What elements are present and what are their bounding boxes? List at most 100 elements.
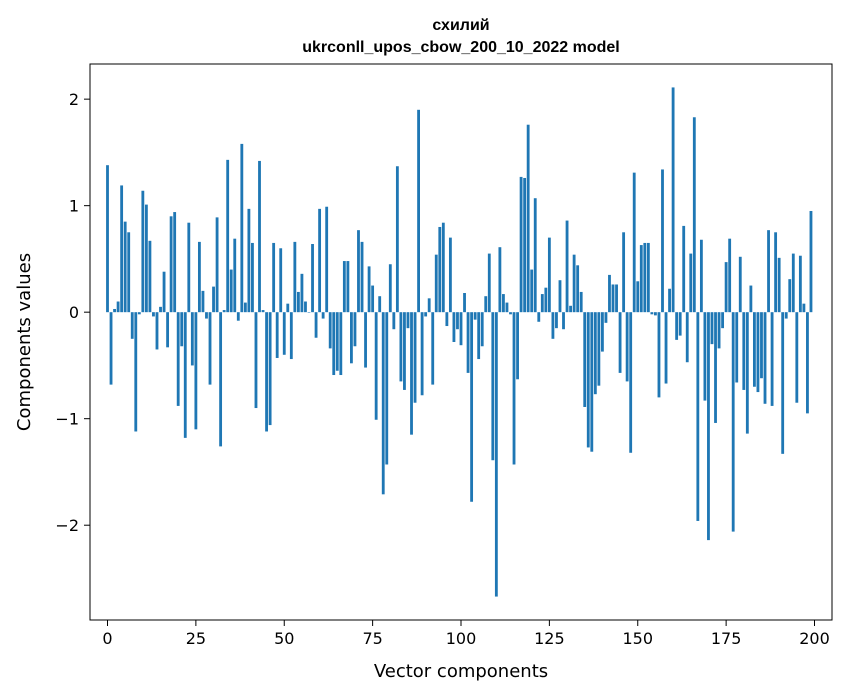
bar-166 bbox=[692, 117, 696, 313]
bar-54 bbox=[296, 291, 300, 313]
bar-78 bbox=[381, 312, 385, 495]
bar-25 bbox=[194, 312, 198, 430]
bar-39 bbox=[243, 302, 247, 313]
bar-70 bbox=[353, 312, 357, 347]
bar-33 bbox=[222, 310, 226, 313]
bar-97 bbox=[448, 237, 452, 313]
bar-141 bbox=[604, 312, 608, 323]
bar-155 bbox=[654, 312, 657, 316]
bar-19 bbox=[173, 212, 177, 313]
bar-143 bbox=[611, 284, 615, 313]
bar-62 bbox=[325, 206, 329, 313]
bar-142 bbox=[608, 274, 611, 313]
bar-191 bbox=[781, 312, 785, 454]
y-axis-label: Components values bbox=[14, 253, 35, 431]
bar-150 bbox=[636, 281, 640, 313]
bar-11 bbox=[144, 204, 148, 313]
bar-8 bbox=[134, 312, 138, 432]
bar-180 bbox=[742, 312, 746, 390]
bar-101 bbox=[463, 293, 466, 313]
bar-122 bbox=[537, 312, 541, 322]
bar-59 bbox=[314, 312, 318, 338]
bar-65 bbox=[335, 312, 339, 371]
bar-21 bbox=[180, 312, 184, 347]
bar-23 bbox=[187, 222, 191, 313]
bar-51 bbox=[286, 303, 290, 313]
y-tick-label: 0 bbox=[69, 303, 79, 322]
bar-186 bbox=[763, 312, 767, 404]
bar-77 bbox=[378, 296, 382, 313]
bar-132 bbox=[572, 254, 576, 313]
x-tick-label: 0 bbox=[102, 629, 112, 648]
bar-148 bbox=[629, 312, 633, 453]
bar-31 bbox=[215, 217, 219, 313]
bar-47 bbox=[272, 242, 276, 313]
bar-29 bbox=[208, 312, 212, 385]
bar-92 bbox=[431, 312, 435, 385]
bar-36 bbox=[233, 238, 237, 313]
bar-190 bbox=[777, 257, 781, 313]
bar-116 bbox=[516, 312, 519, 380]
bar-80 bbox=[388, 264, 392, 313]
chart-subtitle: ukrconll_upos_cbow_200_10_2022 model bbox=[302, 39, 619, 56]
bar-61 bbox=[321, 312, 325, 319]
bar-182 bbox=[749, 285, 753, 313]
bar-30 bbox=[212, 286, 215, 313]
bar-140 bbox=[600, 312, 604, 352]
y-axis-ticks: −2 −1 0 1 2 bbox=[55, 90, 90, 535]
bar-188 bbox=[770, 312, 774, 406]
bar-185 bbox=[760, 312, 763, 379]
bar-46 bbox=[268, 312, 272, 426]
bar-157 bbox=[661, 169, 664, 313]
bar-124 bbox=[544, 287, 548, 313]
bar-177 bbox=[731, 312, 735, 532]
bar-109 bbox=[491, 312, 495, 461]
bar-24 bbox=[190, 312, 194, 366]
bar-74 bbox=[367, 266, 371, 313]
bar-105 bbox=[477, 312, 481, 360]
bar-85 bbox=[406, 312, 410, 329]
bar-130 bbox=[565, 220, 569, 313]
bar-152 bbox=[643, 242, 647, 313]
bar-57 bbox=[307, 312, 311, 313]
chart-title: схилий bbox=[432, 17, 489, 34]
bar-171 bbox=[710, 312, 714, 345]
bar-133 bbox=[576, 265, 580, 313]
bar-83 bbox=[399, 312, 403, 382]
bar-55 bbox=[300, 273, 304, 313]
bar-134 bbox=[579, 291, 583, 313]
bar-106 bbox=[480, 312, 484, 347]
bar-2 bbox=[113, 308, 116, 313]
bar-3 bbox=[116, 301, 120, 313]
bar-104 bbox=[473, 312, 477, 320]
bar-28 bbox=[205, 312, 208, 319]
bar-198 bbox=[806, 312, 809, 414]
bar-137 bbox=[590, 312, 594, 452]
bar-138 bbox=[593, 312, 597, 395]
bar-34 bbox=[226, 159, 230, 313]
bar-103 bbox=[470, 312, 474, 502]
bar-197 bbox=[802, 303, 806, 313]
bar-53 bbox=[293, 241, 297, 313]
bar-178 bbox=[735, 312, 739, 383]
bar-32 bbox=[219, 312, 223, 447]
bar-7 bbox=[130, 312, 134, 339]
bar-98 bbox=[452, 312, 456, 342]
bar-146 bbox=[622, 232, 626, 313]
bar-154 bbox=[650, 312, 654, 315]
bar-42 bbox=[254, 312, 258, 409]
bar-126 bbox=[551, 312, 555, 339]
bar-82 bbox=[395, 166, 399, 313]
bar-110 bbox=[494, 312, 498, 597]
x-tick-label: 125 bbox=[534, 629, 565, 648]
bar-6 bbox=[127, 232, 131, 313]
bar-15 bbox=[159, 306, 162, 313]
bar-0 bbox=[106, 165, 109, 313]
bar-129 bbox=[562, 312, 565, 330]
bar-1 bbox=[109, 312, 113, 385]
bar-52 bbox=[289, 312, 293, 360]
bar-179 bbox=[738, 256, 742, 313]
bar-99 bbox=[456, 312, 459, 330]
bar-162 bbox=[678, 312, 682, 336]
